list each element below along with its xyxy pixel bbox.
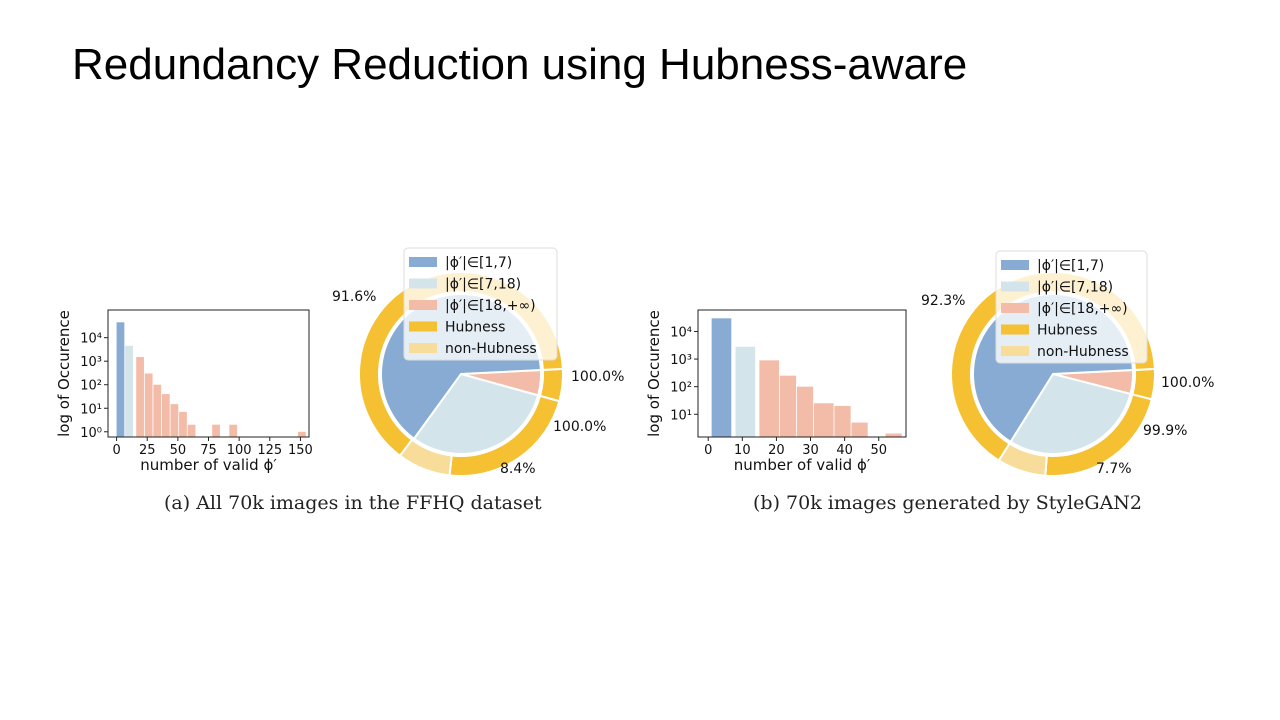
chart-b-legend-swatch-4	[1001, 346, 1029, 356]
caption-a: (a) All 70k images in the FFHQ dataset	[164, 492, 542, 514]
chart-b-xtick-label-2: 20	[768, 443, 785, 458]
chart-a-ytick-label-1: 10¹	[80, 402, 102, 417]
chart-b-legend-swatch-3	[1001, 324, 1029, 335]
chart-b-legend-label-3: Hubness	[1037, 323, 1097, 339]
chart-a-pie-annotation-0: 91.6%	[332, 289, 376, 305]
chart-b-bar-0	[711, 318, 732, 437]
caption-b: (b) 70k images generated by StyleGAN2	[753, 492, 1143, 514]
chart-a-xlabel: number of valid ϕ′	[140, 456, 277, 474]
chart-a-bar-10	[229, 424, 238, 437]
chart-a-xtick-label-3: 75	[200, 443, 217, 458]
chart-a-bar-1	[125, 345, 133, 437]
chart-a-bar-11	[297, 431, 306, 437]
chart-b-legend-label-0: |ϕ′|∈[1,7)	[1037, 258, 1104, 274]
chart-a-bar-2	[136, 357, 144, 437]
chart-b-bar-8	[885, 433, 902, 437]
chart-a-legend-label-0: |ϕ′|∈[1,7)	[445, 255, 512, 271]
chart-a-ytick-label-0: 10⁰	[80, 426, 102, 441]
chart-a-bar-3	[144, 373, 153, 437]
chart-a-ytick-label-2: 10²	[80, 379, 102, 394]
chart-b-bar-6	[834, 405, 851, 437]
chart-a-bar-8	[187, 424, 196, 437]
chart-a-xtick-label-1: 25	[139, 443, 156, 458]
chart-b-bar-2	[759, 360, 780, 437]
chart-a-legend-swatch-1	[409, 278, 437, 289]
chart-b-xtick-label-4: 40	[836, 443, 853, 458]
chart-a-pie-annotation-1: 100.0%	[571, 369, 624, 385]
chart-b-pie-outer-segment-3	[950, 271, 1156, 462]
chart-b-bar-7	[851, 422, 868, 437]
chart-a-legend-label-1: |ϕ′|∈[7,18)	[445, 277, 521, 293]
chart-b-bar-1	[735, 346, 756, 437]
chart-b-legend-swatch-0	[1001, 260, 1029, 270]
chart-a-pie-annotation-3: 8.4%	[500, 461, 536, 477]
chart-a-legend-box	[403, 247, 558, 361]
chart-a-xtick-label-2: 50	[170, 443, 187, 458]
chart-b-ylabel: log of Occurence	[645, 310, 663, 437]
chart-a-legend-label-4: non-Hubness	[445, 341, 537, 357]
chart-b-pie-annotation-1: 100.0%	[1161, 375, 1214, 391]
chart-b-ytick-label-0: 10¹	[670, 408, 692, 423]
chart-b-bar-3	[779, 375, 797, 437]
chart-a-ytick-label-3: 10³	[80, 355, 102, 370]
chart-b-legend-swatch-2	[1001, 303, 1029, 313]
chart-a-xtick-label-6: 150	[288, 443, 313, 458]
chart-a-xtick-label-0: 0	[112, 443, 120, 458]
chart-b-xtick-label-3: 30	[802, 443, 819, 458]
chart-b-legend-label-1: |ϕ′|∈[7,18)	[1037, 280, 1113, 296]
chart-a-legend-label-2: |ϕ′|∈[18,+∞)	[445, 298, 536, 314]
chart-a-legend-label-3: Hubness	[445, 320, 505, 336]
slide-title: Redundancy Reduction using Hubness-aware	[72, 40, 968, 89]
chart-a-bar-0	[116, 322, 125, 437]
chart-b-pie-annotation-0: 92.3%	[921, 293, 965, 309]
chart-a-bar-7	[179, 411, 187, 437]
chart-a-xtick-label-5: 125	[257, 443, 282, 458]
chart-b-axes-frame	[697, 309, 907, 438]
chart-b-legend-box	[995, 250, 1148, 364]
chart-b-bar-4	[796, 386, 814, 437]
chart-a-ylabel: log of Occurence	[55, 310, 73, 437]
chart-b-bar-5	[813, 403, 834, 437]
chart-a-legend-swatch-3	[409, 321, 437, 332]
chart-b-xtick-label-5: 50	[870, 443, 887, 458]
chart-a-legend-swatch-2	[409, 300, 437, 310]
chart-a-xtick-label-4: 100	[227, 443, 252, 458]
chart-a-pie-annotation-2: 100.0%	[553, 419, 606, 435]
chart-a-ytick-label-4: 10⁴	[80, 332, 102, 347]
chart-a-bar-5	[161, 394, 170, 437]
chart-b-legend-label-4: non-Hubness	[1037, 344, 1129, 360]
chart-b-pie-annotation-3: 7.7%	[1096, 461, 1132, 477]
chart-b-ytick-label-3: 10⁴	[670, 325, 692, 340]
chart-a-bar-4	[153, 384, 162, 437]
chart-b-ytick-label-1: 10²	[670, 381, 692, 396]
chart-a-legend-swatch-0	[409, 257, 437, 267]
chart-b-xtick-label-1: 10	[734, 443, 751, 458]
chart-a-bar-9	[212, 424, 220, 437]
chart-b-ytick-label-2: 10³	[670, 353, 692, 368]
chart-a-pie-outer-segment-3	[358, 271, 564, 458]
chart-b-xtick-label-0: 0	[704, 443, 712, 458]
chart-a-legend-swatch-4	[409, 343, 437, 353]
chart-b-legend-swatch-1	[1001, 281, 1029, 292]
chart-b-pie-annotation-2: 99.9%	[1143, 423, 1187, 439]
chart-b-legend-label-2: |ϕ′|∈[18,+∞)	[1037, 301, 1128, 317]
chart-a-bar-6	[170, 404, 179, 437]
chart-a-pie-inner-slice-1	[412, 372, 540, 455]
chart-b-xlabel: number of valid ϕ′	[734, 456, 871, 474]
